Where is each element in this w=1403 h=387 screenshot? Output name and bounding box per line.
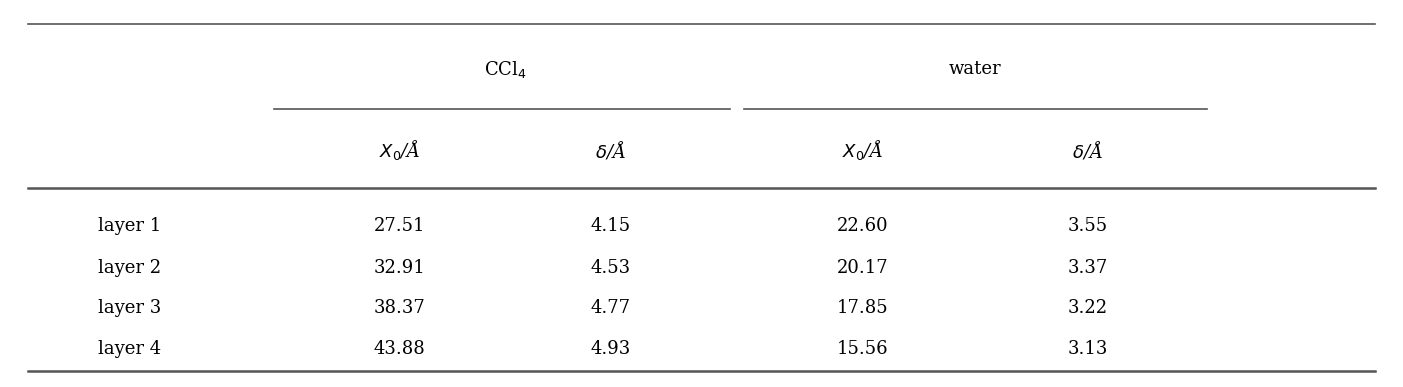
Text: $X_0$/Å: $X_0$/Å bbox=[842, 138, 884, 162]
Text: 32.91: 32.91 bbox=[375, 259, 425, 277]
Text: 17.85: 17.85 bbox=[838, 298, 888, 317]
Text: 20.17: 20.17 bbox=[838, 259, 888, 277]
Text: water: water bbox=[948, 60, 1002, 78]
Text: 4.77: 4.77 bbox=[591, 298, 630, 317]
Text: 43.88: 43.88 bbox=[375, 340, 425, 358]
Text: 27.51: 27.51 bbox=[375, 217, 425, 235]
Text: 3.13: 3.13 bbox=[1068, 340, 1107, 358]
Text: layer 1: layer 1 bbox=[98, 217, 161, 235]
Text: 22.60: 22.60 bbox=[838, 217, 888, 235]
Text: 4.53: 4.53 bbox=[591, 259, 630, 277]
Text: $X_0$/Å: $X_0$/Å bbox=[379, 138, 421, 162]
Text: layer 4: layer 4 bbox=[98, 340, 161, 358]
Text: $\delta$/Å: $\delta$/Å bbox=[1072, 139, 1103, 161]
Text: 4.93: 4.93 bbox=[591, 340, 630, 358]
Text: CCl$_4$: CCl$_4$ bbox=[484, 58, 526, 80]
Text: 3.22: 3.22 bbox=[1068, 298, 1107, 317]
Text: 4.15: 4.15 bbox=[591, 217, 630, 235]
Text: layer 2: layer 2 bbox=[98, 259, 161, 277]
Text: 3.55: 3.55 bbox=[1068, 217, 1107, 235]
Text: 15.56: 15.56 bbox=[838, 340, 888, 358]
Text: $\delta$/Å: $\delta$/Å bbox=[595, 139, 626, 161]
Text: 38.37: 38.37 bbox=[375, 298, 425, 317]
Text: 3.37: 3.37 bbox=[1068, 259, 1107, 277]
Text: layer 3: layer 3 bbox=[98, 298, 161, 317]
